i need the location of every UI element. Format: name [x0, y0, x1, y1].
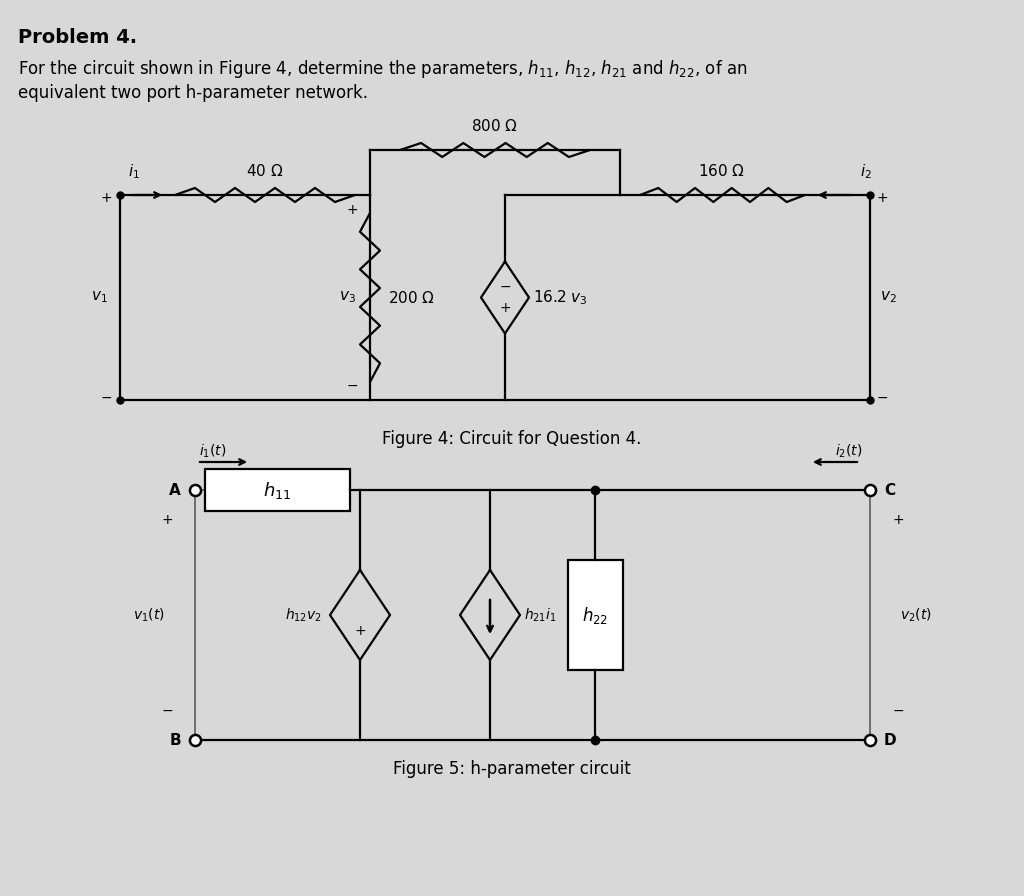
Text: $+$: $+$ — [892, 513, 904, 527]
Text: $+$: $+$ — [354, 624, 366, 638]
Polygon shape — [481, 262, 529, 333]
Text: Problem 4.: Problem 4. — [18, 28, 137, 47]
Text: $v_3$: $v_3$ — [339, 289, 356, 306]
Text: $v_1$: $v_1$ — [91, 289, 108, 306]
Text: C: C — [884, 483, 895, 497]
Text: $+$: $+$ — [100, 191, 112, 205]
Text: $h_{22}$: $h_{22}$ — [582, 605, 608, 625]
Text: $h_{11}$: $h_{11}$ — [263, 479, 291, 501]
Text: A: A — [169, 483, 181, 497]
Text: Figure 5: h-parameter circuit: Figure 5: h-parameter circuit — [393, 760, 631, 778]
Text: $-$: $-$ — [499, 279, 511, 292]
Bar — [195, 490, 870, 740]
Text: 800 $\Omega$: 800 $\Omega$ — [471, 118, 518, 134]
Text: 40 $\Omega$: 40 $\Omega$ — [247, 163, 284, 179]
Text: 200 $\Omega$: 200 $\Omega$ — [388, 289, 435, 306]
Text: For the circuit shown in Figure 4, determine the parameters, $h_{11}$, $h_{12}$,: For the circuit shown in Figure 4, deter… — [18, 58, 748, 80]
Text: $-$: $-$ — [876, 390, 888, 404]
Text: $-$: $-$ — [161, 703, 173, 717]
Text: $i_1$: $i_1$ — [128, 162, 140, 181]
Text: $v_2(t)$: $v_2(t)$ — [900, 607, 932, 624]
Text: $+$: $+$ — [161, 513, 173, 527]
Text: Figure 4: Circuit for Question 4.: Figure 4: Circuit for Question 4. — [382, 430, 642, 448]
Text: $-$: $-$ — [100, 390, 112, 404]
Text: $h_{12}v_2$: $h_{12}v_2$ — [285, 607, 322, 624]
Polygon shape — [330, 570, 390, 660]
Text: $+$: $+$ — [499, 300, 511, 314]
Text: $-$: $-$ — [346, 378, 358, 392]
Polygon shape — [460, 570, 520, 660]
Text: $+$: $+$ — [346, 203, 358, 217]
Bar — [567, 560, 623, 670]
Text: B: B — [169, 733, 181, 747]
Text: $v_1(t)$: $v_1(t)$ — [133, 607, 165, 624]
Bar — [205, 469, 349, 511]
Text: 160 $\Omega$: 160 $\Omega$ — [698, 163, 745, 179]
Text: $v_2$: $v_2$ — [880, 289, 897, 306]
Text: $i_2(t)$: $i_2(t)$ — [835, 443, 862, 460]
Text: 16.2 $v_3$: 16.2 $v_3$ — [534, 289, 588, 306]
Text: equivalent two port h-parameter network.: equivalent two port h-parameter network. — [18, 84, 368, 102]
Text: $-$: $-$ — [892, 703, 904, 717]
Text: D: D — [884, 733, 897, 747]
Text: $i_1(t)$: $i_1(t)$ — [199, 443, 226, 460]
Text: $h_{21}i_1$: $h_{21}i_1$ — [524, 607, 557, 624]
Text: $i_2$: $i_2$ — [860, 162, 871, 181]
Text: $+$: $+$ — [876, 191, 888, 205]
